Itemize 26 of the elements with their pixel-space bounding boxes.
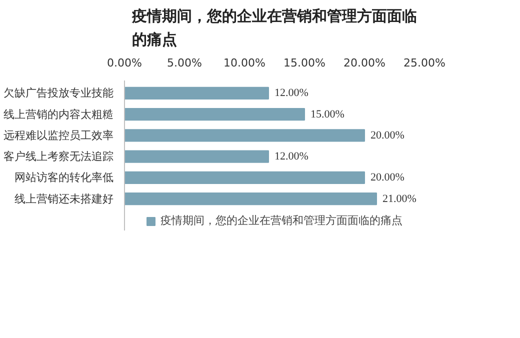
- y-tick-label: 线上营销还未搭建好: [14, 192, 114, 206]
- data-label: 15.00%: [310, 108, 344, 120]
- bar: [124, 150, 269, 163]
- y-tick-label: 欠缺广告投放专业技能: [4, 86, 114, 100]
- bar: [124, 86, 269, 100]
- bar: [124, 171, 365, 184]
- data-label: 20.00%: [370, 129, 404, 142]
- y-tick-label: 客户线上考察无法追踪: [4, 150, 114, 164]
- x-tick-label: 5.00%: [167, 56, 202, 70]
- data-label: 12.00%: [274, 87, 308, 100]
- x-tick-label: 20.00%: [344, 56, 386, 70]
- data-label: 20.00%: [370, 172, 404, 184]
- legend-label: 疫情期间，您的企业在营销和管理方面面临的痛点: [160, 213, 402, 228]
- x-tick-label: 0.00%: [107, 56, 142, 70]
- x-tick-label: 25.00%: [404, 56, 446, 70]
- data-label: 12.00%: [274, 150, 308, 163]
- chart-title: 疫情期间，您的企业在营销和管理方面面临的痛点: [131, 7, 417, 48]
- bar: [124, 192, 377, 206]
- bar: [124, 129, 365, 142]
- y-tick-label: 远程难以监控员工效率: [4, 128, 114, 142]
- y-tick-label: 网站访客的转化率低: [14, 171, 114, 184]
- data-label: 21.00%: [382, 192, 416, 205]
- y-tick-label: 线上营销的内容太粗糙: [4, 108, 114, 121]
- x-tick-label: 10.00%: [224, 56, 266, 70]
- x-tick-label: 15.00%: [284, 56, 326, 70]
- bar: [124, 108, 305, 121]
